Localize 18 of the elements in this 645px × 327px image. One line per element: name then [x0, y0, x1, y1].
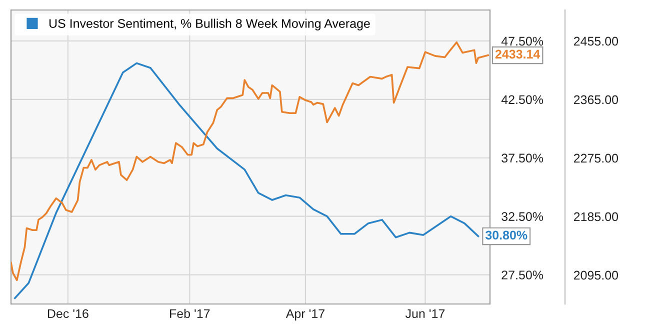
y-tick-label: 42.50% [501, 95, 544, 104]
y-tick-label: 32.50% [502, 212, 544, 221]
y2-tick-label: 2185.00 [574, 212, 618, 222]
y-tick-label: 47.50% [501, 36, 544, 46]
x-tick-label: Feb '17 [170, 308, 210, 318]
y2-tick-label: 2365.00 [574, 95, 618, 104]
legend-label: US Investor Sentiment, % Bullish 8 Week Moving Average [49, 18, 370, 30]
x-tick-label: Jun '17 [405, 309, 445, 318]
y2-tick-label: 2275.00 [574, 154, 618, 163]
line-series [14, 62, 480, 300]
y-tick-label: 27.50% [502, 270, 544, 280]
y2-tick-label: 2095.00 [574, 270, 618, 280]
y2-tick-label: 2455.00 [574, 36, 618, 46]
data-label: 30.80% [485, 230, 528, 240]
y-tick-label: 37.50% [502, 154, 544, 163]
x-tick-label: Dec '16 [48, 309, 88, 318]
x-tick-label: Apr '17 [286, 309, 324, 321]
data-label: 2433.14 [495, 50, 540, 59]
